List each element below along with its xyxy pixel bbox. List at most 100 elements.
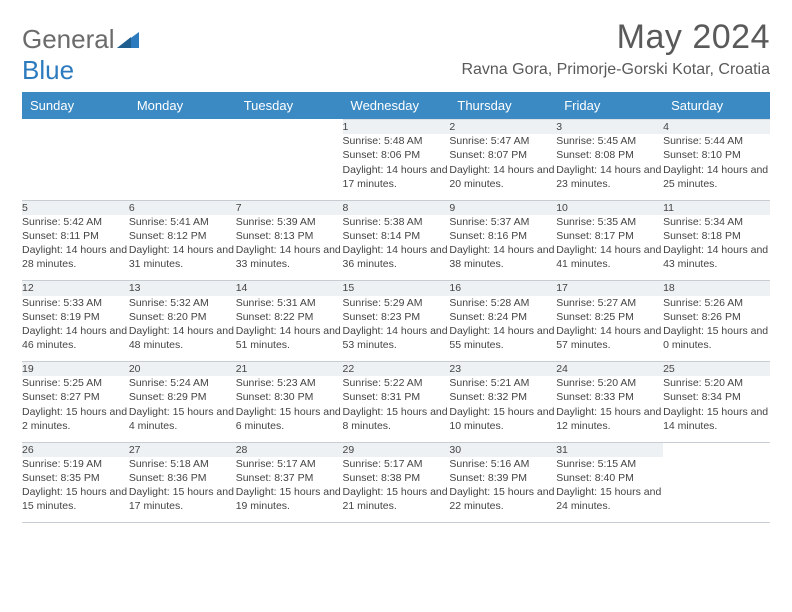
sunset-line: Sunset: 8:36 PM bbox=[129, 471, 236, 485]
daylight-line: Daylight: 15 hours and 10 minutes. bbox=[449, 405, 556, 433]
day-cell: Sunrise: 5:31 AMSunset: 8:22 PMDaylight:… bbox=[236, 296, 343, 362]
sunrise-line: Sunrise: 5:28 AM bbox=[449, 296, 556, 310]
location: Ravna Gora, Primorje-Gorski Kotar, Croat… bbox=[461, 61, 770, 79]
sunrise-line: Sunrise: 5:18 AM bbox=[129, 457, 236, 471]
day-number: 22 bbox=[343, 362, 450, 377]
sunset-line: Sunset: 8:38 PM bbox=[343, 471, 450, 485]
day-cell: Sunrise: 5:17 AMSunset: 8:37 PMDaylight:… bbox=[236, 457, 343, 523]
sunrise-line: Sunrise: 5:20 AM bbox=[663, 376, 770, 390]
sunset-line: Sunset: 8:39 PM bbox=[449, 471, 556, 485]
day-number: 29 bbox=[343, 442, 450, 457]
day-cell: Sunrise: 5:27 AMSunset: 8:25 PMDaylight:… bbox=[556, 296, 663, 362]
month-title: May 2024 bbox=[461, 18, 770, 57]
day-cell: Sunrise: 5:16 AMSunset: 8:39 PMDaylight:… bbox=[449, 457, 556, 523]
sunrise-line: Sunrise: 5:15 AM bbox=[556, 457, 663, 471]
day-number: 30 bbox=[449, 442, 556, 457]
content-row: Sunrise: 5:42 AMSunset: 8:11 PMDaylight:… bbox=[22, 215, 770, 281]
day-cell: Sunrise: 5:41 AMSunset: 8:12 PMDaylight:… bbox=[129, 215, 236, 281]
sunrise-line: Sunrise: 5:29 AM bbox=[343, 296, 450, 310]
daylight-line: Daylight: 15 hours and 15 minutes. bbox=[22, 485, 129, 513]
day-cell bbox=[663, 457, 770, 523]
sunrise-line: Sunrise: 5:44 AM bbox=[663, 134, 770, 148]
day-cell: Sunrise: 5:20 AMSunset: 8:34 PMDaylight:… bbox=[663, 376, 770, 442]
day-number: 6 bbox=[129, 200, 236, 215]
sunrise-line: Sunrise: 5:23 AM bbox=[236, 376, 343, 390]
sunrise-line: Sunrise: 5:37 AM bbox=[449, 215, 556, 229]
day-cell: Sunrise: 5:23 AMSunset: 8:30 PMDaylight:… bbox=[236, 376, 343, 442]
day-cell: Sunrise: 5:19 AMSunset: 8:35 PMDaylight:… bbox=[22, 457, 129, 523]
sunrise-line: Sunrise: 5:31 AM bbox=[236, 296, 343, 310]
daynum-row: 19202122232425 bbox=[22, 362, 770, 377]
daylight-line: Daylight: 15 hours and 21 minutes. bbox=[343, 485, 450, 513]
daylight-line: Daylight: 15 hours and 6 minutes. bbox=[236, 405, 343, 433]
day-cell: Sunrise: 5:45 AMSunset: 8:08 PMDaylight:… bbox=[556, 134, 663, 200]
daylight-line: Daylight: 15 hours and 12 minutes. bbox=[556, 405, 663, 433]
daylight-line: Daylight: 14 hours and 17 minutes. bbox=[343, 163, 450, 191]
sunset-line: Sunset: 8:37 PM bbox=[236, 471, 343, 485]
day-cell: Sunrise: 5:25 AMSunset: 8:27 PMDaylight:… bbox=[22, 376, 129, 442]
weekday-monday: Monday bbox=[129, 92, 236, 120]
day-number: 25 bbox=[663, 362, 770, 377]
sunset-line: Sunset: 8:29 PM bbox=[129, 390, 236, 404]
daylight-line: Daylight: 15 hours and 19 minutes. bbox=[236, 485, 343, 513]
daylight-line: Daylight: 15 hours and 0 minutes. bbox=[663, 324, 770, 352]
daynum-row: 12131415161718 bbox=[22, 281, 770, 296]
day-cell bbox=[236, 134, 343, 200]
content-row: Sunrise: 5:48 AMSunset: 8:06 PMDaylight:… bbox=[22, 134, 770, 200]
sunrise-line: Sunrise: 5:38 AM bbox=[343, 215, 450, 229]
day-cell: Sunrise: 5:47 AMSunset: 8:07 PMDaylight:… bbox=[449, 134, 556, 200]
day-cell bbox=[129, 134, 236, 200]
day-number: 1 bbox=[343, 120, 450, 135]
day-number: 2 bbox=[449, 120, 556, 135]
day-number: 3 bbox=[556, 120, 663, 135]
sunrise-line: Sunrise: 5:27 AM bbox=[556, 296, 663, 310]
daylight-line: Daylight: 15 hours and 24 minutes. bbox=[556, 485, 663, 513]
sunrise-line: Sunrise: 5:17 AM bbox=[343, 457, 450, 471]
day-cell: Sunrise: 5:42 AMSunset: 8:11 PMDaylight:… bbox=[22, 215, 129, 281]
sunrise-line: Sunrise: 5:33 AM bbox=[22, 296, 129, 310]
sunrise-line: Sunrise: 5:48 AM bbox=[343, 134, 450, 148]
sunset-line: Sunset: 8:10 PM bbox=[663, 148, 770, 162]
sunset-line: Sunset: 8:14 PM bbox=[343, 229, 450, 243]
day-cell: Sunrise: 5:37 AMSunset: 8:16 PMDaylight:… bbox=[449, 215, 556, 281]
sunset-line: Sunset: 8:40 PM bbox=[556, 471, 663, 485]
daylight-line: Daylight: 14 hours and 36 minutes. bbox=[343, 243, 450, 271]
daylight-line: Daylight: 14 hours and 46 minutes. bbox=[22, 324, 129, 352]
day-number: 13 bbox=[129, 281, 236, 296]
sunrise-line: Sunrise: 5:32 AM bbox=[129, 296, 236, 310]
sunset-line: Sunset: 8:17 PM bbox=[556, 229, 663, 243]
sunrise-line: Sunrise: 5:19 AM bbox=[22, 457, 129, 471]
sunrise-line: Sunrise: 5:26 AM bbox=[663, 296, 770, 310]
daylight-line: Daylight: 14 hours and 41 minutes. bbox=[556, 243, 663, 271]
day-number bbox=[22, 120, 129, 135]
day-number: 19 bbox=[22, 362, 129, 377]
day-number: 23 bbox=[449, 362, 556, 377]
daylight-line: Daylight: 15 hours and 8 minutes. bbox=[343, 405, 450, 433]
day-cell: Sunrise: 5:39 AMSunset: 8:13 PMDaylight:… bbox=[236, 215, 343, 281]
day-number: 24 bbox=[556, 362, 663, 377]
daylight-line: Daylight: 14 hours and 23 minutes. bbox=[556, 163, 663, 191]
day-number bbox=[129, 120, 236, 135]
sunset-line: Sunset: 8:35 PM bbox=[22, 471, 129, 485]
day-number bbox=[663, 442, 770, 457]
sunset-line: Sunset: 8:27 PM bbox=[22, 390, 129, 404]
sunset-line: Sunset: 8:30 PM bbox=[236, 390, 343, 404]
daylight-line: Daylight: 14 hours and 31 minutes. bbox=[129, 243, 236, 271]
brand-word1: General bbox=[22, 24, 115, 54]
day-cell: Sunrise: 5:22 AMSunset: 8:31 PMDaylight:… bbox=[343, 376, 450, 442]
daylight-line: Daylight: 14 hours and 38 minutes. bbox=[449, 243, 556, 271]
sunrise-line: Sunrise: 5:41 AM bbox=[129, 215, 236, 229]
day-cell: Sunrise: 5:48 AMSunset: 8:06 PMDaylight:… bbox=[343, 134, 450, 200]
sunset-line: Sunset: 8:19 PM bbox=[22, 310, 129, 324]
daylight-line: Daylight: 14 hours and 20 minutes. bbox=[449, 163, 556, 191]
daylight-line: Daylight: 15 hours and 22 minutes. bbox=[449, 485, 556, 513]
daylight-line: Daylight: 14 hours and 43 minutes. bbox=[663, 243, 770, 271]
sunrise-line: Sunrise: 5:34 AM bbox=[663, 215, 770, 229]
weekday-friday: Friday bbox=[556, 92, 663, 120]
daylight-line: Daylight: 15 hours and 14 minutes. bbox=[663, 405, 770, 433]
sunset-line: Sunset: 8:12 PM bbox=[129, 229, 236, 243]
day-cell: Sunrise: 5:28 AMSunset: 8:24 PMDaylight:… bbox=[449, 296, 556, 362]
day-cell: Sunrise: 5:17 AMSunset: 8:38 PMDaylight:… bbox=[343, 457, 450, 523]
sunset-line: Sunset: 8:31 PM bbox=[343, 390, 450, 404]
daylight-line: Daylight: 14 hours and 48 minutes. bbox=[129, 324, 236, 352]
